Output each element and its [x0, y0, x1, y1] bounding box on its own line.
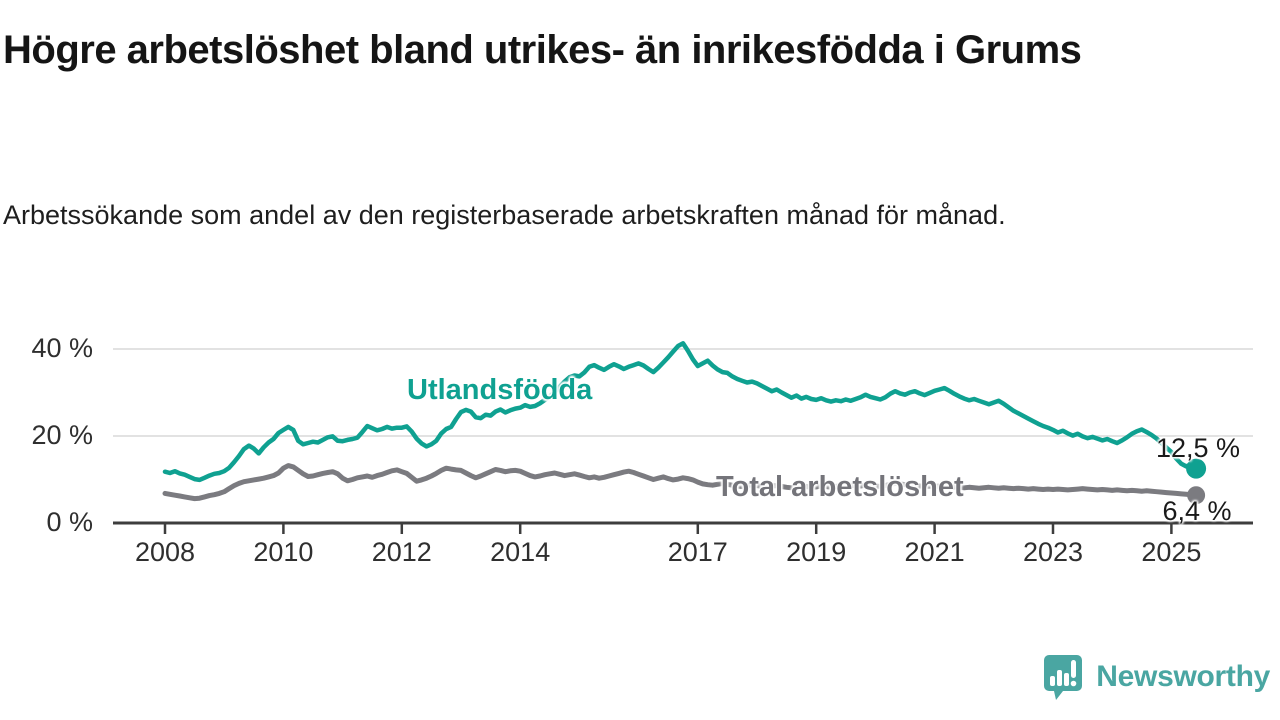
- x-tick-label-2025: 2025: [1141, 537, 1202, 567]
- x-tick-label-2017: 2017: [667, 537, 728, 567]
- line-total-arbetsloshet: [162, 463, 1199, 502]
- x-tick-label-2023: 2023: [1022, 537, 1084, 567]
- line-utlandsfodda: [162, 341, 1199, 483]
- newsworthy-logo-icon: [1044, 655, 1083, 700]
- series-label-total-arbetsloshet: Total arbetslöshet: [716, 471, 964, 503]
- series-label-utlandsfodda: Utlandsfödda: [407, 374, 593, 406]
- x-tick-label-2012: 2012: [371, 537, 432, 567]
- x-tick-label-2019: 2019: [786, 537, 847, 567]
- chart-series: [162, 341, 1207, 505]
- y-tick-label-20: 20 %: [31, 420, 93, 450]
- gridlines: [113, 348, 1253, 437]
- page-title: Högre arbetslöshet bland utrikes- än inr…: [3, 28, 1082, 72]
- x-tick-label-2014: 2014: [490, 537, 551, 567]
- chart-subtitle: Arbetssökande som andel av den registerb…: [3, 200, 1006, 230]
- x-axis: [113, 521, 1253, 534]
- end-value-label-utlandsfodda: 12,5 %: [1155, 433, 1241, 463]
- newsworthy-brand: Newsworthy: [1043, 652, 1270, 702]
- x-tick-label-2010: 2010: [253, 537, 314, 567]
- y-tick-label-0: 0 %: [46, 507, 93, 537]
- x-tick-label-2008: 2008: [134, 537, 196, 567]
- end-dot-utlandsfodda: [1186, 458, 1207, 479]
- end-value-label-total: 6,4 %: [1162, 496, 1232, 526]
- y-tick-label-40: 40 %: [31, 333, 93, 363]
- x-tick-label-2021: 2021: [904, 537, 965, 567]
- newsworthy-wordmark: Newsworthy: [1096, 660, 1270, 693]
- end-dot-total-arbetsloshet: [1187, 486, 1206, 505]
